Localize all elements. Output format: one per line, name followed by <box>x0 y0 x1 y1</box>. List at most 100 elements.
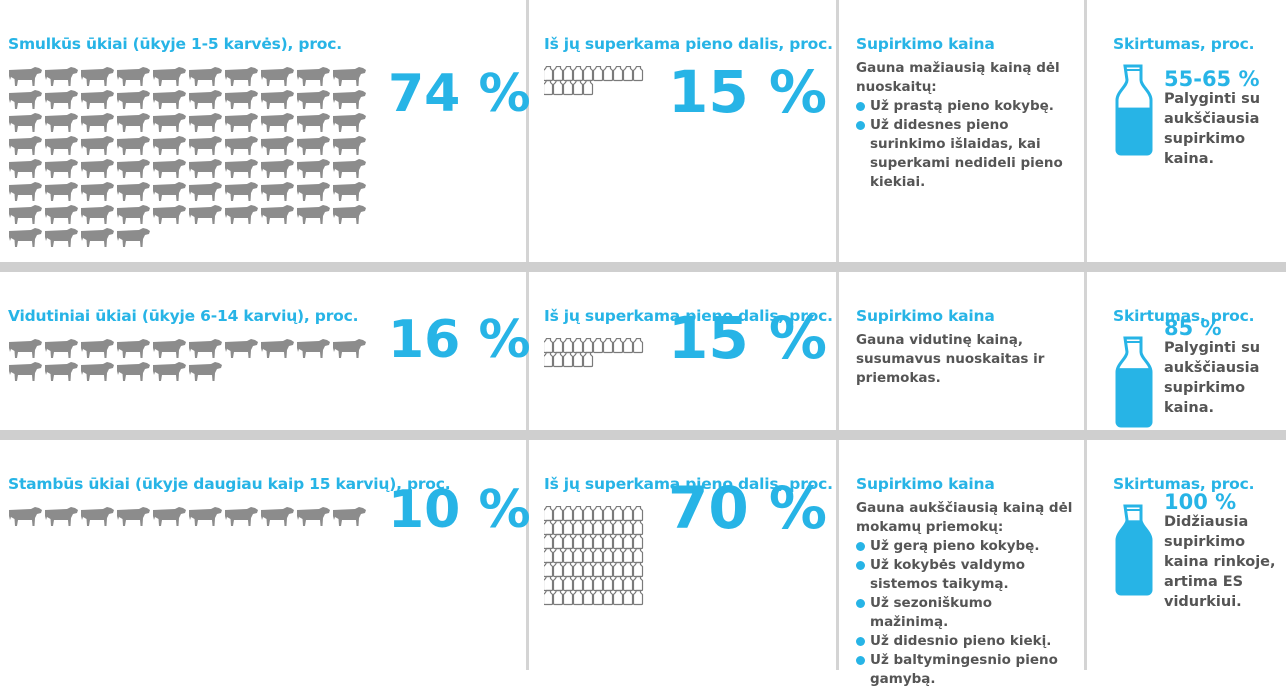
price-title: Supirkimo kaina <box>856 35 995 53</box>
bottle-icon <box>582 79 594 96</box>
cow-icon <box>225 182 258 201</box>
price-bullet: Už prastą pieno kokybę. <box>856 97 1074 116</box>
cow-icon <box>45 67 78 86</box>
bottle-icon <box>544 533 554 550</box>
bottle-icon <box>622 561 634 578</box>
diff-title: Skirtumas, proc. <box>1113 35 1255 53</box>
price-text: Gauna vidutinę kainą, susumavus nuoskait… <box>856 332 1045 386</box>
cow-icon <box>81 339 114 358</box>
cow-icon <box>81 362 114 381</box>
bottle-icon <box>622 547 634 564</box>
cow-icon <box>297 205 330 224</box>
cow-icon <box>81 136 114 155</box>
price-body: Gauna mažiausią kainą dėl nuoskaitų: Už p… <box>856 59 1074 192</box>
cow-icon <box>333 339 366 358</box>
bottle-icon <box>552 575 564 592</box>
cow-icon <box>117 136 150 155</box>
bottle-icon <box>622 519 634 536</box>
divider <box>836 0 839 670</box>
bottle-icon <box>632 575 644 592</box>
milk-title: Iš jų superkama pieno dalis, proc. <box>544 35 833 53</box>
bottle-icon <box>632 66 644 82</box>
price-body: Gauna vidutinę kainą, susumavus nuoskait… <box>856 331 1074 388</box>
price-text: Gauna mažiausią kainą dėl nuoskaitų: <box>856 60 1060 95</box>
price-bullet: Už didesnio pieno kiekį. <box>856 632 1074 651</box>
cow-icon <box>333 67 366 86</box>
bottle-icon <box>632 338 644 354</box>
cow-icon <box>117 159 150 178</box>
bottle-icon <box>592 575 604 592</box>
bottle-icon <box>544 547 554 564</box>
cow-icon <box>189 362 222 381</box>
bottle-icon <box>552 589 564 606</box>
cow-icon <box>45 507 78 526</box>
bottle-icon <box>602 66 614 82</box>
cow-icon <box>81 67 114 86</box>
bottle-icon <box>572 506 584 522</box>
bottle-icon <box>572 547 584 564</box>
bottle-icon <box>572 519 584 536</box>
cow-icon <box>9 339 42 358</box>
milk-share: 15 % <box>668 304 828 372</box>
bottle-icon <box>632 589 644 606</box>
cow-icon <box>153 113 186 132</box>
price-bullet: Už didesnes pieno surinkimo išlaidas, ka… <box>856 116 1074 192</box>
cow-icon <box>153 159 186 178</box>
diff-text: Palyginti su aukščiausia supirkimo kaina… <box>1164 91 1261 167</box>
milk-fill <box>1117 368 1151 426</box>
cow-icon <box>81 205 114 224</box>
bottle-icon <box>552 66 564 82</box>
cow-icon <box>9 507 42 526</box>
cow-icon <box>45 113 78 132</box>
bottle-icon <box>562 547 574 564</box>
cow-icon <box>9 136 42 155</box>
bottle-icon <box>552 547 564 564</box>
bottle-icon <box>562 519 574 536</box>
cow-icon <box>189 182 222 201</box>
diff-text: Palyginti su aukščiausia supirkimo kaina… <box>1164 340 1261 416</box>
price-body: Gauna aukščiausią kainą dėl mokamų priem… <box>856 499 1074 689</box>
bottle-icon <box>612 547 624 564</box>
cow-icon <box>9 362 42 381</box>
bottle-icon <box>552 519 564 536</box>
bottle-icon <box>572 338 584 354</box>
divider <box>526 0 529 670</box>
bottle-icon <box>592 338 604 354</box>
bottle-icon <box>592 66 604 82</box>
cow-icon <box>297 159 330 178</box>
bottle-icon <box>572 575 584 592</box>
farm-title: Vidutiniai ūkiai (ūkyje 6-14 karvių), pr… <box>8 307 359 325</box>
bottle-icon <box>544 575 554 592</box>
divider <box>1084 0 1087 670</box>
milk-bottle <box>1115 336 1153 428</box>
cow-icon <box>117 205 150 224</box>
bottle-icon <box>582 547 594 564</box>
bottle-icon <box>572 351 584 368</box>
bottle-outline <box>1115 64 1153 156</box>
bottle-icon <box>544 589 554 606</box>
cow-icon <box>81 113 114 132</box>
bottle-icon <box>562 338 574 354</box>
price-title: Supirkimo kaina <box>856 475 995 493</box>
bottle-icon <box>632 561 644 578</box>
cow-icon <box>45 205 78 224</box>
bottle-icon <box>632 519 644 536</box>
cow-icon <box>333 205 366 224</box>
cow-icon <box>81 182 114 201</box>
bottle-icon <box>552 561 564 578</box>
cow-icon <box>225 113 258 132</box>
cow-icon <box>153 136 186 155</box>
bottle-icon <box>602 338 614 354</box>
cow-icon <box>189 113 222 132</box>
cow-icon <box>225 67 258 86</box>
cow-icon <box>9 67 42 86</box>
cow-icon <box>81 159 114 178</box>
bottle-icon <box>602 533 614 550</box>
cow-icon <box>297 67 330 86</box>
bottle-icon <box>562 79 574 96</box>
cow-icon <box>117 362 150 381</box>
cow-icon <box>297 136 330 155</box>
bottle-icon <box>582 351 594 368</box>
bottle-icon <box>582 519 594 536</box>
